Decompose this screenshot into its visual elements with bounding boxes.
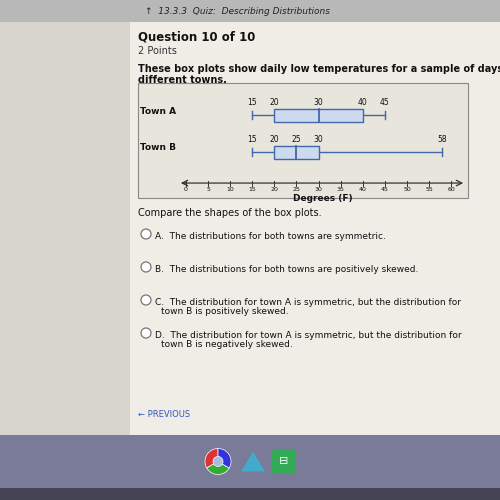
Text: D.  The distribution for town A is symmetric, but the distribution for: D. The distribution for town A is symmet…	[155, 331, 462, 340]
Text: C.  The distribution for town A is symmetric, but the distribution for: C. The distribution for town A is symmet…	[155, 298, 461, 307]
Text: 20: 20	[270, 186, 278, 192]
Circle shape	[141, 262, 151, 272]
Text: Compare the shapes of the box plots.: Compare the shapes of the box plots.	[138, 208, 322, 218]
Text: B.  The distributions for both towns are positively skewed.: B. The distributions for both towns are …	[155, 265, 418, 274]
Circle shape	[141, 295, 151, 305]
Text: 45: 45	[381, 186, 389, 192]
Wedge shape	[218, 448, 231, 468]
Text: 15: 15	[248, 186, 256, 192]
Bar	[0, 22, 500, 435]
Text: town B is negatively skewed.: town B is negatively skewed.	[161, 340, 293, 349]
Text: A.  The distributions for both towns are symmetric.: A. The distributions for both towns are …	[155, 232, 386, 241]
Bar	[138, 83, 468, 198]
Text: 15: 15	[248, 98, 257, 106]
Bar	[0, 0, 500, 22]
Text: ⊟: ⊟	[280, 456, 288, 466]
Text: 25: 25	[292, 134, 302, 143]
Text: These box plots show daily low temperatures for a sample of days in two: These box plots show daily low temperatu…	[138, 64, 500, 74]
Circle shape	[141, 229, 151, 239]
Text: Degrees (F): Degrees (F)	[293, 194, 353, 203]
Text: 2 Points: 2 Points	[138, 46, 177, 56]
Bar	[274, 108, 363, 122]
Text: 25: 25	[292, 186, 300, 192]
Text: town B is positively skewed.: town B is positively skewed.	[161, 307, 288, 316]
Text: 55: 55	[425, 186, 433, 192]
Text: ← PREVIOUS: ← PREVIOUS	[138, 410, 190, 419]
Wedge shape	[206, 462, 230, 474]
Text: 10: 10	[226, 186, 234, 192]
Text: 0: 0	[184, 186, 188, 192]
Text: 45: 45	[380, 98, 390, 106]
FancyBboxPatch shape	[272, 450, 296, 473]
Text: 20: 20	[270, 98, 279, 106]
Text: ↑  13.3.3  Quiz:  Describing Distributions: ↑ 13.3.3 Quiz: Describing Distributions	[145, 6, 330, 16]
Text: Town A: Town A	[140, 106, 176, 116]
Text: 35: 35	[336, 186, 344, 192]
Text: Town B: Town B	[140, 144, 176, 152]
Circle shape	[141, 328, 151, 338]
Text: 30: 30	[314, 134, 324, 143]
Polygon shape	[241, 452, 265, 471]
Text: 50: 50	[403, 186, 411, 192]
Circle shape	[213, 456, 223, 466]
Text: 58: 58	[438, 134, 447, 143]
Text: 60: 60	[448, 186, 455, 192]
Text: 30: 30	[314, 186, 322, 192]
Bar	[130, 22, 500, 435]
Text: 40: 40	[358, 98, 368, 106]
Bar	[0, 435, 500, 500]
Text: 5: 5	[206, 186, 210, 192]
Text: 20: 20	[270, 134, 279, 143]
Text: different towns.: different towns.	[138, 75, 227, 85]
Wedge shape	[205, 448, 218, 468]
Text: 30: 30	[314, 98, 324, 106]
Text: 40: 40	[359, 186, 366, 192]
Bar	[274, 146, 318, 158]
Text: 15: 15	[248, 134, 257, 143]
Bar	[0, 488, 500, 500]
Text: Question 10 of 10: Question 10 of 10	[138, 30, 256, 43]
